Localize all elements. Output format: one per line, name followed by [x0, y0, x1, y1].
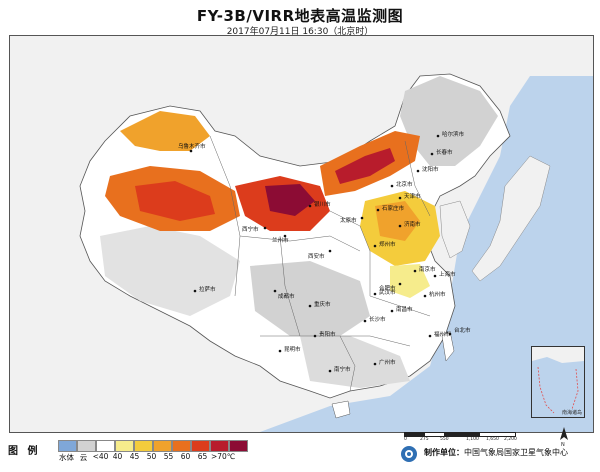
city-urumqi: 乌鲁木齐市 [178, 142, 206, 150]
credit-line: 制作单位：中国气象局国家卫星气象中心 [424, 447, 568, 458]
south-china-sea-inset: 南海诸岛 [531, 346, 585, 418]
credit-org: 中国气象局国家卫星气象中心 [464, 448, 568, 457]
city-wuhan: 武汉市 [379, 288, 396, 296]
city-changsha: 长沙市 [369, 315, 386, 323]
legend-footer: 图 例 水体 云 <40 40 45 50 55 60 65 >70℃ [0, 432, 600, 472]
city-guiyang: 贵阳市 [319, 330, 336, 338]
map-subtitle: 2017年07月11日 16:30（北京时） [226, 27, 374, 37]
scale-tick: 275 [420, 437, 429, 442]
taiwan-island [441, 330, 455, 362]
city-harbin: 哈尔滨市 [442, 130, 465, 138]
legend-label: <40 [92, 452, 109, 461]
svg-text:N: N [561, 442, 565, 446]
city-taiyuan: 太原市 [340, 216, 357, 224]
credit-label: 制作单位： [424, 448, 464, 457]
legend-swatch-water [58, 440, 77, 452]
legend-label: 水体 [59, 453, 74, 462]
legend-swatch-lt40 [96, 440, 115, 452]
scale-tick: 0 [404, 437, 407, 442]
korea-land [439, 200, 471, 259]
legend-swatch-60 [191, 440, 210, 452]
heat-hebei [375, 201, 420, 241]
hainan-island [331, 400, 351, 419]
city-guangzhou: 广州市 [379, 358, 396, 366]
north-arrow-icon: N [560, 427, 568, 446]
legend-label: 55 [163, 452, 174, 461]
city-xian: 西安市 [308, 252, 325, 260]
legend-label: 50 [146, 452, 157, 461]
scale-tick: 1,100 [466, 437, 479, 442]
scale-tick: 2,200 [504, 437, 517, 442]
legend-swatch-40 [115, 440, 134, 452]
scale-bar: 0 275 550 1,100 1,650 2,200 [404, 431, 517, 445]
map-canvas[interactable]: 乌鲁木齐市 哈尔滨市 长春市 沈阳市 北京市 天津市 石家庄市 太原市 济南市 … [9, 35, 594, 433]
scale-tick: 550 [440, 437, 449, 442]
legend-swatch-45 [134, 440, 153, 452]
city-taipei: 台北市 [454, 326, 471, 334]
legend-swatch-65 [210, 440, 229, 452]
city-kunming: 昆明市 [284, 345, 301, 353]
map-title: FY-3B/VIRR地表高温监测图 [196, 7, 404, 25]
city-lhasa: 拉萨市 [199, 285, 216, 293]
city-chengdu: 成都市 [278, 292, 295, 300]
legend-swatches [58, 440, 248, 452]
city-zhengzhou: 郑州市 [379, 240, 396, 248]
heat-gansu-core [265, 184, 315, 216]
heat-tarim-core [135, 181, 215, 221]
city-changchun: 长春市 [436, 148, 453, 156]
cloud-tibet [100, 226, 240, 316]
city-tianjin: 天津市 [404, 192, 421, 200]
city-chongqing: 重庆市 [314, 300, 331, 308]
city-fuzhou: 福州市 [434, 330, 451, 338]
heat-xinjiang [120, 111, 210, 151]
city-jinan: 济南市 [404, 220, 421, 228]
city-yinchuan: 银川市 [314, 200, 331, 208]
province-borders [209, 135, 431, 392]
city-nanchang: 南昌市 [396, 305, 413, 313]
legend-label: 60 [180, 452, 191, 461]
city-lanzhou: 兰州市 [272, 236, 289, 244]
city-markers: 乌鲁木齐市 哈尔滨市 长春市 沈阳市 北京市 天津市 石家庄市 太原市 济南市 … [178, 130, 471, 373]
cloud-central [250, 261, 370, 336]
inset-svg [532, 347, 584, 414]
city-beijing: 北京市 [396, 180, 413, 188]
legend-swatch-55 [172, 440, 191, 452]
heat-jiangsu [390, 264, 430, 298]
scale-tick: 1,650 [486, 437, 499, 442]
legend-label: 40 [112, 452, 123, 461]
legend-swatch-gt70 [229, 440, 248, 452]
legend-swatch-cloud [77, 440, 96, 452]
legend-labels: 水体 云 <40 40 45 50 55 60 65 >70℃ [58, 452, 236, 463]
city-hefei: 合肥市 [379, 284, 396, 292]
legend-swatch-50 [153, 440, 172, 452]
japan-land [471, 155, 551, 282]
cloud-northeast [400, 76, 498, 166]
legend-label: 65 [197, 452, 208, 461]
legend-label: 云 [79, 453, 88, 462]
nsmc-logo-icon [401, 446, 417, 462]
heat-inner-mongolia-core [335, 148, 395, 184]
cloud-south [300, 336, 410, 388]
city-shijiazhuang: 石家庄市 [382, 204, 405, 212]
inset-label: 南海诸岛 [561, 410, 582, 416]
scale-segment [479, 432, 516, 437]
legend-label: >70℃ [211, 452, 236, 461]
city-nanning: 南宁市 [334, 365, 351, 373]
city-shanghai: 上海市 [439, 270, 456, 278]
city-hangzhou: 杭州市 [429, 290, 446, 298]
map-svg: 乌鲁木齐市 哈尔滨市 长春市 沈阳市 北京市 天津市 石家庄市 太原市 济南市 … [10, 36, 593, 432]
city-nanjing: 南京市 [419, 265, 436, 273]
legend-title: 图 例 [8, 446, 41, 457]
legend-label: 45 [129, 452, 140, 461]
city-xining: 西宁市 [242, 225, 259, 233]
city-shenyang: 沈阳市 [422, 165, 439, 173]
